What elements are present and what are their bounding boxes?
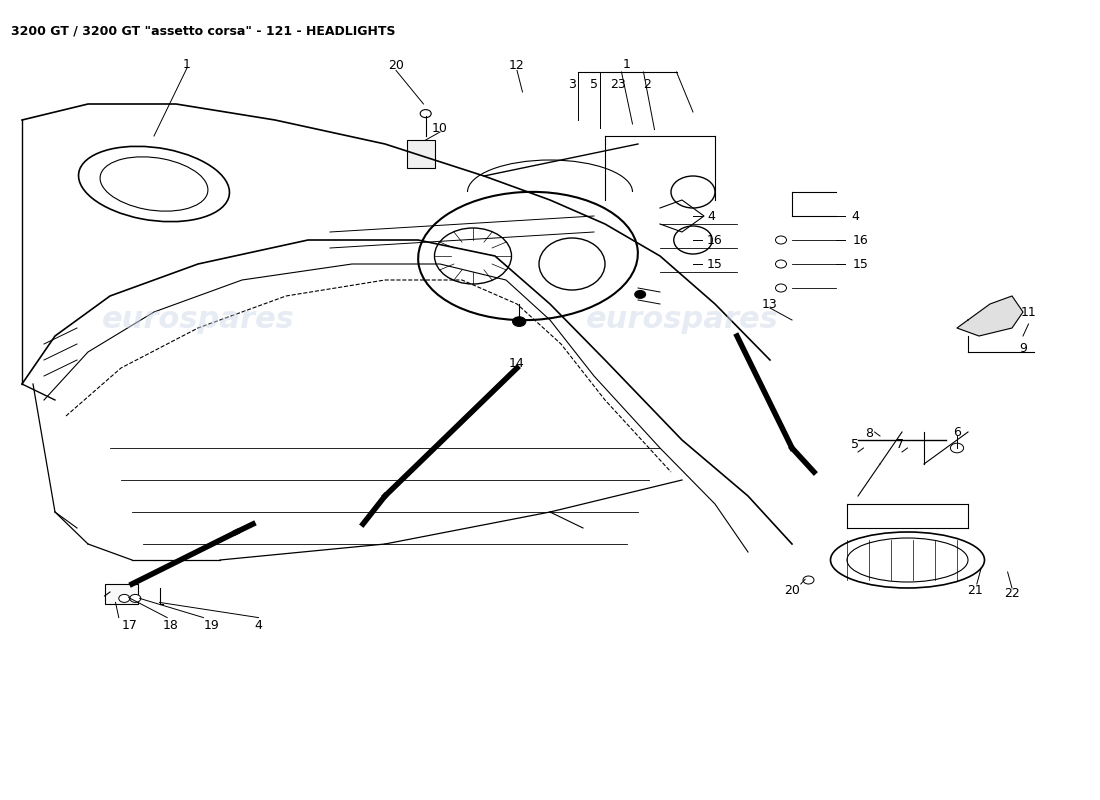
- Polygon shape: [957, 296, 1023, 336]
- FancyBboxPatch shape: [104, 584, 138, 604]
- Text: 5: 5: [850, 438, 859, 451]
- Text: 4: 4: [851, 210, 860, 222]
- Text: 14: 14: [509, 358, 525, 370]
- Text: eurospares: eurospares: [101, 306, 295, 334]
- Circle shape: [513, 317, 526, 326]
- Text: 20: 20: [784, 584, 800, 597]
- Text: 9: 9: [1019, 342, 1027, 354]
- Text: 12: 12: [509, 59, 525, 72]
- Text: eurospares: eurospares: [585, 306, 779, 334]
- Text: 6: 6: [953, 426, 961, 438]
- Text: 1: 1: [623, 58, 631, 70]
- Circle shape: [119, 594, 130, 602]
- Text: 21: 21: [967, 584, 982, 597]
- Text: 19: 19: [204, 619, 219, 632]
- Text: 5: 5: [590, 78, 598, 90]
- Text: 13: 13: [762, 298, 778, 310]
- Text: 2: 2: [642, 78, 651, 90]
- Text: 15: 15: [707, 258, 723, 270]
- FancyBboxPatch shape: [407, 140, 434, 168]
- Circle shape: [420, 110, 431, 118]
- Text: 10: 10: [432, 122, 448, 134]
- Circle shape: [776, 284, 786, 292]
- Text: 18: 18: [163, 619, 178, 632]
- Text: 4: 4: [254, 619, 263, 632]
- Text: 20: 20: [388, 59, 404, 72]
- Circle shape: [130, 594, 141, 602]
- Circle shape: [776, 260, 786, 268]
- Text: 3200 GT / 3200 GT "assetto corsa" - 121 - HEADLIGHTS: 3200 GT / 3200 GT "assetto corsa" - 121 …: [11, 24, 396, 37]
- Text: 4: 4: [707, 210, 716, 222]
- Text: 15: 15: [852, 258, 868, 270]
- Circle shape: [950, 443, 964, 453]
- Text: 16: 16: [852, 234, 868, 246]
- Text: 17: 17: [122, 619, 138, 632]
- Text: 1: 1: [183, 58, 191, 70]
- Circle shape: [803, 576, 814, 584]
- Circle shape: [776, 236, 786, 244]
- Text: 23: 23: [610, 78, 626, 90]
- Text: 16: 16: [707, 234, 723, 246]
- Text: 7: 7: [895, 438, 904, 451]
- Text: 8: 8: [865, 427, 873, 440]
- Text: 22: 22: [1004, 587, 1020, 600]
- Circle shape: [635, 290, 646, 298]
- Text: 11: 11: [1021, 306, 1036, 318]
- Text: 3: 3: [568, 78, 576, 90]
